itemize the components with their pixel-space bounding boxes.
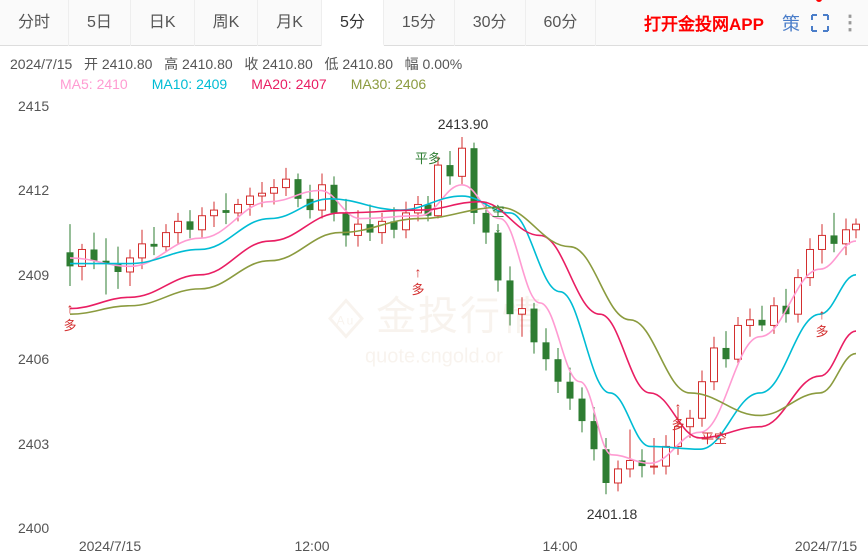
trade-signal: 空↓ [491,201,504,234]
trade-signal: ↑多 [411,265,424,298]
timeframe-tabs: 分时5日日K周K月K5分15分30分60分 打开金投网APP 策 ⋮ [0,0,868,46]
tab-15分[interactable]: 15分 [384,0,455,46]
tab-30分[interactable]: 30分 [455,0,526,46]
candlestick-chart[interactable]: Au金投行情 quote.cngold.or 24002403240624092… [0,96,868,556]
app-promo-link[interactable]: 打开金投网APP [636,10,772,35]
more-icon[interactable]: ⋮ [840,10,858,35]
tab-日K[interactable]: 日K [131,0,195,46]
trade-signal: ↑多 [815,307,828,340]
trade-signal: ↑多 [671,400,684,433]
ma-legend-item: MA5: 2410 [60,76,128,92]
high-value: 2410.80 [182,56,233,72]
ma-legend-item: MA30: 2406 [351,76,427,92]
trade-signal: ↑多 [63,301,76,334]
tab-周K[interactable]: 周K [195,0,259,46]
expand-icon[interactable] [810,13,830,33]
close-value: 2410.80 [262,56,313,72]
tab-60分[interactable]: 60分 [526,0,597,46]
open-value: 2410.80 [102,56,153,72]
ma-legend-item: MA10: 2409 [152,76,228,92]
tab-5分[interactable]: 5分 [322,0,384,46]
ohlc-info-bar: 2024/7/15 开 2410.80 高 2410.80 收 2410.80 … [0,46,868,76]
tab-分时[interactable]: 分时 [0,0,69,46]
trade-signal: 平多 [415,148,441,167]
ma-legend-item: MA20: 2407 [251,76,327,92]
info-date: 2024/7/15 [10,56,72,72]
change-value: 0.00% [423,56,463,72]
trade-signal: 平空 [701,428,727,447]
strategy-button[interactable]: 策 [782,10,800,36]
low-value: 2410.80 [342,56,393,72]
ma-legend: MA5: 2410 MA10: 2409 MA20: 2407 MA30: 2406 [0,76,868,96]
tab-5日[interactable]: 5日 [69,0,131,46]
tab-月K[interactable]: 月K [258,0,322,46]
